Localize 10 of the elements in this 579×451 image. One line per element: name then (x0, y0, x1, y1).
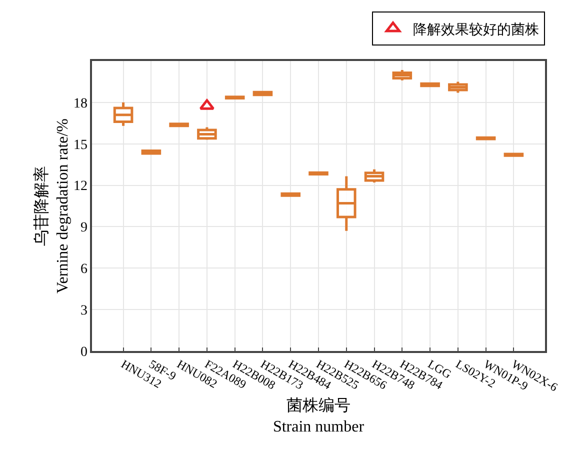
y-tick-label: 0 (80, 344, 88, 360)
legend-label: 降解效果较好的菌株 (413, 22, 539, 38)
y-tick-label: 3 (80, 303, 88, 318)
y-tick-label: 15 (73, 138, 88, 153)
y-tick-label: 9 (80, 220, 88, 236)
y-tick-label: 12 (73, 179, 88, 194)
x-axis-title: 菌株编号 Strain number (272, 396, 365, 436)
y-tick-label: 6 (80, 262, 88, 278)
y-tick-label: 18 (73, 96, 88, 112)
y-axis-title: 乌苷降解率 Vernine degradation rate/% (32, 118, 72, 294)
